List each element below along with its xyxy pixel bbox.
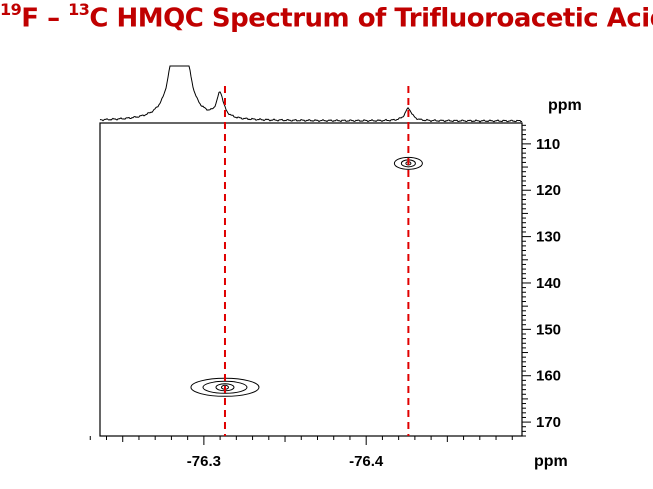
projection-trace [99, 65, 523, 123]
y-axis: 110 120 130 140 150 160 170 [522, 124, 561, 437]
x-tick-label: -76.3 [187, 453, 221, 470]
contour-level [202, 380, 248, 394]
plot-frame [99, 122, 523, 437]
guide-lines [223, 86, 410, 436]
y-tick-label: 170 [536, 414, 561, 431]
title-text-part2: C HMQC Spectrum of Trifluoroacetic Acid [89, 3, 653, 34]
plot-border [99, 122, 523, 437]
contour-level [393, 156, 423, 170]
y-tick-label: 110 [536, 136, 560, 153]
title-text-part1: F – [21, 3, 69, 34]
x-axis-unit-label: ppm [534, 453, 568, 470]
chart-title: 19F – 13C HMQC Spectrum of Trifluoroacet… [0, 0, 653, 34]
x-axis: -76.3 -76.4 [89, 436, 513, 470]
y-tick-label: 160 [536, 368, 561, 385]
title-superscript-13: 13 [68, 0, 90, 19]
x-tick-label: -76.4 [349, 453, 384, 470]
y-tick-label: 130 [536, 229, 561, 246]
f19-projection-spectrum [99, 65, 523, 123]
y-tick-label: 120 [536, 182, 561, 199]
title-superscript-19: 19 [0, 0, 22, 19]
y-tick-label: 150 [536, 321, 561, 338]
y-axis-unit-label: ppm [548, 97, 582, 114]
y-tick-label: 140 [536, 275, 561, 292]
contour-peaks [190, 156, 423, 397]
